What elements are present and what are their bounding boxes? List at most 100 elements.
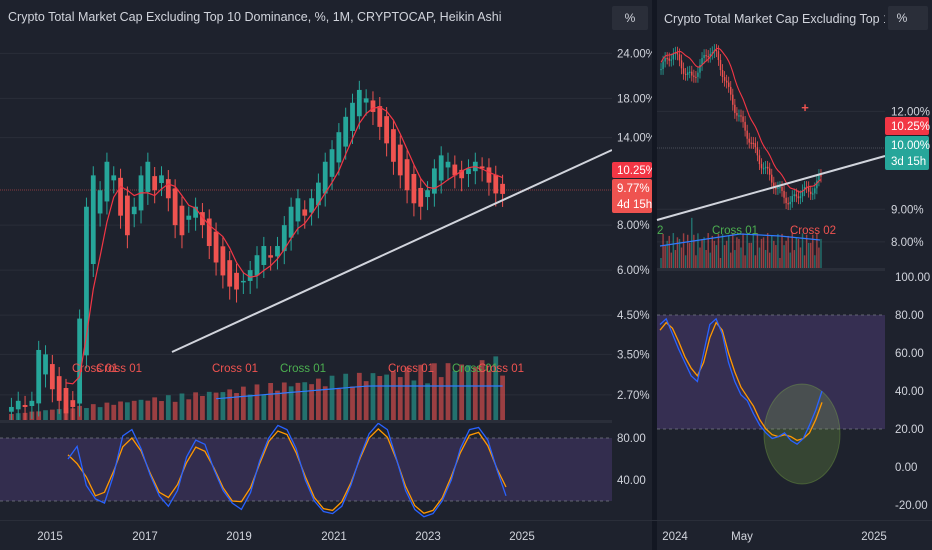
candle-body (812, 193, 814, 195)
candle-body (350, 102, 355, 131)
right-highlight-circle (763, 383, 841, 485)
volume-bar (343, 373, 349, 420)
candle-body (452, 164, 458, 176)
volume-bar (49, 409, 55, 420)
left-price-label-countdown: 4d 15h (617, 199, 652, 211)
right-pane-separator[interactable] (657, 268, 885, 271)
volume-bar (104, 402, 110, 420)
candle-body (785, 197, 787, 204)
volume-bar (740, 247, 742, 268)
volume-bar (703, 237, 705, 268)
left-oscillator-pane[interactable] (0, 423, 612, 521)
volume-bar (275, 390, 280, 420)
right-trendline[interactable] (656, 155, 886, 221)
volume-bar (699, 247, 701, 268)
left-price-scale[interactable] (612, 0, 652, 521)
volume-bar (791, 233, 793, 268)
volume-bar (493, 356, 499, 420)
candle-body (777, 187, 779, 189)
candle-body (322, 161, 328, 194)
candle-body (791, 196, 793, 202)
right-osc-tick: 0.00 (895, 462, 917, 474)
left-pane-separator[interactable] (0, 420, 612, 423)
volume-bar (445, 363, 451, 420)
volume-bar (431, 363, 437, 420)
candle-body (22, 405, 28, 407)
cross-label: Cross 01 (96, 363, 142, 375)
candle-body (793, 194, 796, 197)
volume-bar (732, 233, 734, 268)
volume-bar (762, 237, 765, 268)
candle-body (732, 94, 734, 105)
cross-label: Cross 01 (212, 363, 258, 375)
candle-body (479, 166, 485, 169)
right-price-pane[interactable] (657, 0, 885, 268)
candle-body (84, 206, 89, 356)
right-moving-average-line (660, 47, 822, 193)
right-price-tick: 8.00% (891, 237, 924, 249)
left-price-tick: 4.50% (617, 310, 650, 322)
volume-bar (709, 252, 711, 268)
right-marker-plus: + (801, 100, 809, 115)
volume-bar (316, 378, 321, 420)
left-scale-unit: % (625, 11, 636, 25)
volume-bar (165, 395, 171, 420)
candle-body (795, 194, 798, 197)
right-chart-pane[interactable]: + 2 Cross 01 Cross 02 Crypto Total Market … (656, 0, 932, 550)
candle-body (438, 155, 444, 181)
pane-divider[interactable] (652, 0, 657, 550)
volume-bar (756, 233, 759, 268)
candle-body (799, 196, 802, 199)
left-heikin-ashi-candles (9, 80, 505, 427)
candle-body (797, 196, 800, 199)
volume-bar (764, 249, 767, 268)
candle-body (36, 349, 42, 404)
candle-body (725, 80, 728, 83)
candle-body (493, 174, 499, 194)
volume-bar (159, 401, 164, 420)
candle-body (660, 68, 662, 71)
volume-bar (302, 382, 308, 420)
candle-body (715, 49, 718, 52)
left-time-tick: 2025 (509, 531, 535, 543)
candle-body (719, 60, 722, 71)
candle-body (172, 188, 178, 226)
volume-bar (322, 386, 328, 420)
right-scale-unit-box[interactable] (888, 6, 928, 30)
candle-body (397, 144, 403, 176)
left-trendline[interactable] (171, 149, 613, 353)
volume-bar (240, 386, 246, 420)
right-price-tick: 12.00% (891, 106, 930, 118)
volume-bar (227, 389, 233, 420)
candle-body (766, 166, 769, 169)
left-scale-unit-box[interactable] (612, 6, 648, 30)
right-time-tick: May (731, 531, 753, 543)
candle-body (356, 89, 362, 117)
candle-body (309, 198, 314, 213)
right-oscillator-pane[interactable] (657, 270, 885, 520)
candle-body (90, 175, 96, 265)
candle-body (281, 225, 287, 252)
volume-bar (131, 400, 137, 420)
volume-bar (730, 252, 732, 268)
candle-body (775, 188, 777, 190)
left-time-axis[interactable] (0, 521, 652, 550)
candle-body (818, 175, 820, 181)
volume-bar (220, 392, 226, 420)
cross-label: Cross 01 (280, 363, 326, 375)
volume-bar (397, 377, 403, 420)
volume-bar (682, 233, 685, 268)
volume-bar (370, 373, 376, 420)
candle-body (807, 187, 810, 192)
candle-body (742, 116, 744, 122)
cross-label: 2 (657, 225, 663, 237)
right-price-scale[interactable] (885, 0, 932, 521)
candle-body (789, 201, 791, 205)
left-chart-title: Crypto Total Market Cap Excluding Top 10… (8, 10, 502, 24)
right-time-axis[interactable] (657, 521, 932, 550)
volume-bar (715, 245, 718, 268)
candle-body (787, 203, 789, 205)
volume-bar (771, 235, 773, 268)
candle-body (500, 183, 505, 194)
